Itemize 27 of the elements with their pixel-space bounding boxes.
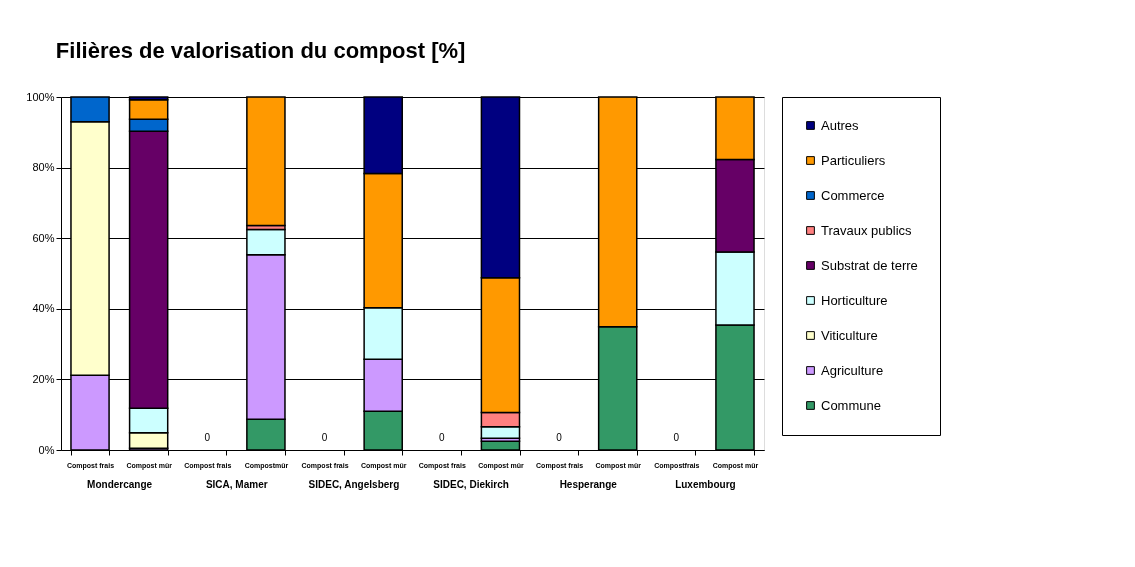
legend-label: Autres (821, 117, 860, 133)
y-tick-label: 0% (38, 443, 55, 456)
y-tick-label: 40% (32, 302, 55, 315)
legend-label: Agriculture (821, 362, 884, 378)
legend-label: Travaux publics (821, 222, 913, 238)
legend-label: Horticulture (821, 292, 888, 308)
chart-title: Filières de valorisation du compost [%] (55, 38, 466, 63)
text: 0 (321, 432, 328, 443)
legend-label: Viticulture (821, 327, 878, 343)
legend-label: Commune (821, 397, 881, 413)
text: SIDEC, Angelsberg (308, 479, 400, 490)
y-tick-label: 60% (32, 231, 55, 244)
y-tick-label: 80% (32, 161, 55, 174)
y-tick-label: 20% (32, 372, 55, 385)
legend-label: Particuliers (821, 152, 886, 168)
text: 0 (673, 432, 680, 443)
text: Mondercange (87, 479, 153, 490)
text: Hesperange (559, 479, 618, 490)
text: 0 (556, 432, 562, 443)
legend-label: Commerce (821, 187, 885, 203)
y-tick-label: 100% (26, 90, 55, 103)
text: SICA, Mamer (205, 479, 268, 490)
text: 0 (204, 432, 211, 443)
legend-label: Substrat de terre (821, 257, 918, 273)
text: 0 (439, 432, 445, 443)
text: Luxembourg (675, 479, 736, 490)
text: SIDEC, Diekirch (433, 479, 509, 490)
